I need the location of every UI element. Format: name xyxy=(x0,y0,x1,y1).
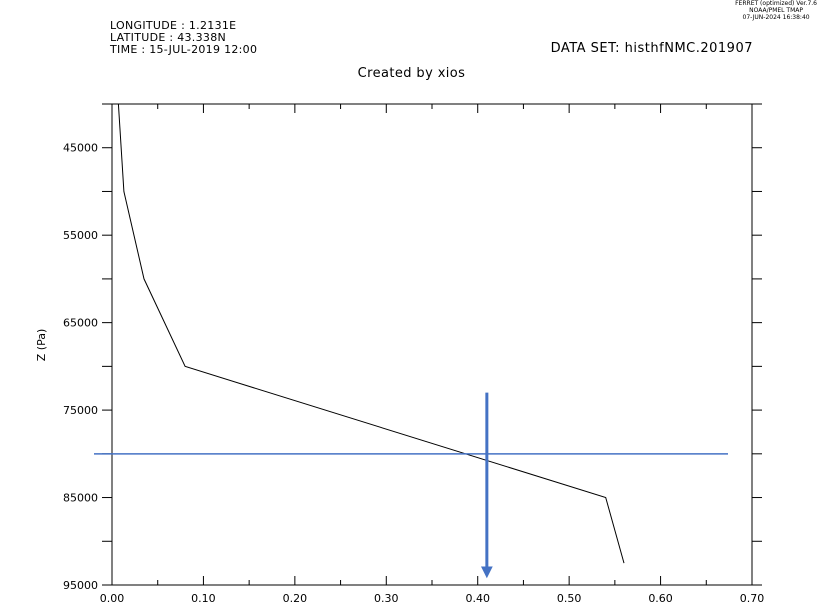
x-tick-label: 0.50 xyxy=(557,592,582,605)
x-tick-label: 0.40 xyxy=(465,592,490,605)
series-line xyxy=(117,103,625,564)
y-tick-label: 45000 xyxy=(63,142,98,155)
ferret-stamp: FERRET (optimized) Ver.7.6 NOAA/PMEL TMA… xyxy=(735,0,817,21)
x-tick-label: 0.30 xyxy=(374,592,399,605)
ferret-org: NOAA/PMEL TMAP xyxy=(749,7,803,14)
y-tick-label: 65000 xyxy=(63,317,98,330)
ferret-date: 07-JUN-2024 16:38:40 xyxy=(742,14,810,21)
x-tick-label: 0.20 xyxy=(283,592,308,605)
y-axis-ticks: 45000 55000 65000 75000 85000 95000 xyxy=(63,103,762,592)
longitude-label: LONGITUDE : 1.2131E xyxy=(110,19,237,32)
y-axis-label: Z (Pa) xyxy=(35,329,48,362)
y-tick-label: 55000 xyxy=(63,229,98,242)
x-axis-ticks: 0.00 0.10 0.20 0.30 0.40 0.50 0.60 0.70 xyxy=(100,104,765,605)
y-tick-label: 75000 xyxy=(63,404,98,417)
x-tick-label: 0.10 xyxy=(191,592,216,605)
y-tick-label: 85000 xyxy=(63,492,98,505)
y-tick-label: 95000 xyxy=(63,579,98,592)
latitude-label: LATITUDE : 43.338N xyxy=(110,31,227,44)
x-tick-label: 0.70 xyxy=(740,592,765,605)
plot-frame xyxy=(111,103,753,586)
ferret-version: FERRET (optimized) Ver.7.6 xyxy=(735,0,817,7)
time-label: TIME : 15-JUL-2019 12:00 xyxy=(110,43,258,56)
x-tick-label: 0.60 xyxy=(648,592,673,605)
dataset-label: DATA SET: histhfNMC.201907 xyxy=(550,41,753,56)
x-tick-label: 0.00 xyxy=(100,592,125,605)
chart-subtitle: Created by xios xyxy=(357,66,466,81)
